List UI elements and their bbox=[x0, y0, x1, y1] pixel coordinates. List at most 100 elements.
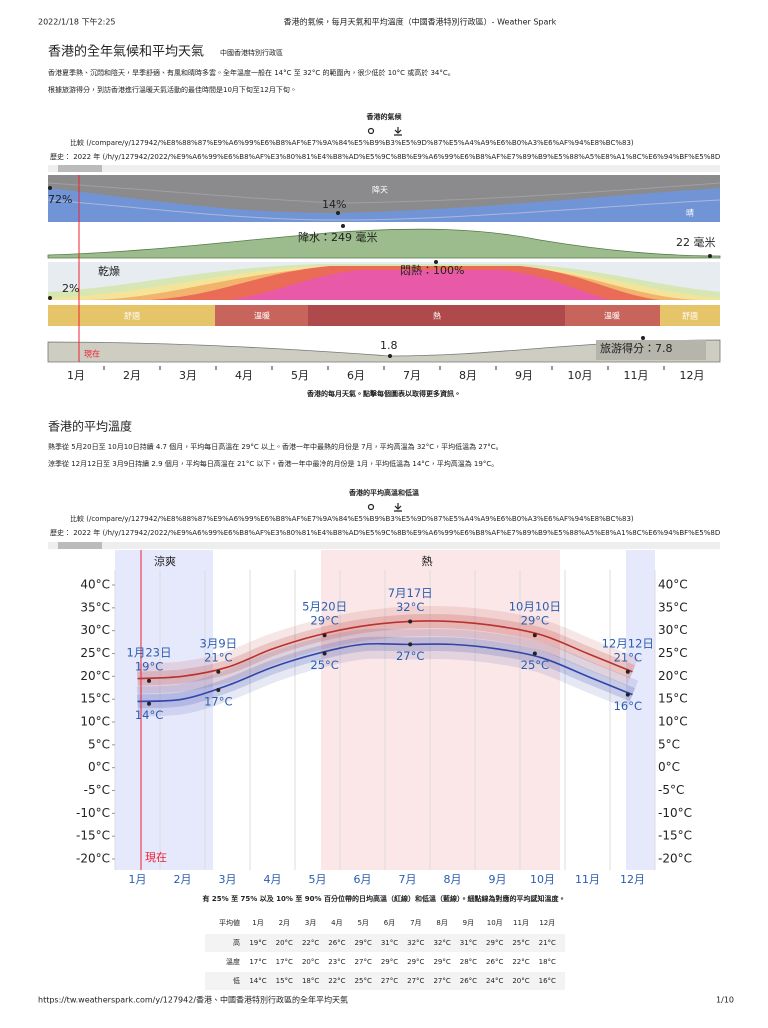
annotation-label: 17°C bbox=[204, 695, 232, 709]
month-label: 9月 bbox=[515, 369, 533, 382]
chart-caption: 香港的每月天氣。點擊每個圖表以取得更多資訊。 bbox=[307, 389, 461, 398]
table-cell: 27°C bbox=[381, 977, 398, 985]
month-label: 1月 bbox=[129, 873, 147, 886]
table-row-bg bbox=[205, 934, 565, 952]
scrollbar[interactable] bbox=[48, 542, 720, 549]
footer-url: https://tw.weatherspark.com/y/127942/香港、… bbox=[38, 995, 348, 1005]
table-header: 1月 bbox=[252, 919, 263, 927]
table-cell: 27°C bbox=[355, 958, 372, 966]
y-tick-label: 40°C bbox=[658, 578, 688, 592]
dot bbox=[388, 354, 392, 358]
month-label: 5月 bbox=[291, 369, 309, 382]
table-cell: 19°C bbox=[249, 939, 266, 947]
annotation-label: 19°C bbox=[135, 659, 163, 673]
annotation-dot bbox=[532, 633, 537, 638]
table-row-bg bbox=[205, 972, 565, 990]
cloud-label: 14% bbox=[322, 198, 346, 211]
table-cell: 15°C bbox=[276, 977, 293, 985]
print-date: 2022/1/18 下午2:25 bbox=[38, 17, 116, 27]
table-cell: 27°C bbox=[407, 977, 424, 985]
y-tick-label: 5°C bbox=[88, 737, 110, 751]
table-cell: 28°C bbox=[460, 958, 477, 966]
chart-icons[interactable] bbox=[367, 127, 403, 136]
y-tick-label: 40°C bbox=[80, 578, 110, 592]
annotation-dot bbox=[532, 651, 537, 656]
table-cell: 29°C bbox=[433, 958, 450, 966]
chart-caption: 有 25% 至 75% 以及 10% 至 90% 百分位帶的日均高溫（紅線）和低… bbox=[202, 894, 565, 903]
chart-title: 香港的氣候 bbox=[367, 112, 402, 121]
dot bbox=[336, 211, 340, 215]
table-header: 8月 bbox=[436, 919, 447, 927]
table-header: 3月 bbox=[305, 919, 316, 927]
dot bbox=[641, 336, 645, 340]
comfort-band bbox=[565, 305, 660, 326]
table-cell: 22°C bbox=[302, 939, 319, 947]
dot bbox=[48, 296, 52, 300]
table-cell: 23°C bbox=[328, 958, 345, 966]
annotation-label: 27°C bbox=[396, 649, 424, 663]
table-header: 10月 bbox=[487, 919, 503, 927]
dot bbox=[341, 224, 345, 228]
month-label: 10月 bbox=[530, 873, 555, 886]
chart-icons[interactable] bbox=[367, 503, 403, 512]
comfort-label: 舒適 bbox=[682, 311, 698, 321]
dot bbox=[48, 186, 52, 190]
table-cell: 17°C bbox=[276, 958, 293, 966]
month-label: 3月 bbox=[219, 873, 237, 886]
scrollbar[interactable] bbox=[48, 165, 720, 172]
scroll-thumb[interactable] bbox=[58, 542, 102, 549]
cool-season bbox=[626, 550, 655, 870]
y-tick-label: 35°C bbox=[80, 600, 110, 614]
cool-season bbox=[115, 550, 213, 870]
month-label: 7月 bbox=[403, 369, 421, 382]
month-label: 4月 bbox=[235, 369, 253, 382]
month-label: 11月 bbox=[624, 369, 649, 382]
temperature-chart: 涼爽 熱 1月 2月 3月 4月 5月 6月 7月 8月 9月 10月 11月 12月 -20°C -20… bbox=[76, 550, 692, 886]
table-cell: 25°C bbox=[355, 977, 372, 985]
y-tick-label: -5°C bbox=[658, 783, 684, 797]
y-tick-label: -20°C bbox=[658, 852, 692, 866]
annotation-dot bbox=[147, 701, 152, 706]
annotation-label: 21°C bbox=[614, 650, 642, 664]
table-cell: 溫度 bbox=[226, 957, 240, 966]
annotation-date: 10月10日 bbox=[509, 600, 561, 614]
table-cell: 低 bbox=[233, 976, 240, 985]
month-label: 11月 bbox=[575, 873, 600, 886]
annotation-label: 32°C bbox=[396, 600, 424, 614]
month-label: 10月 bbox=[568, 369, 593, 382]
humidity-label: 2% bbox=[62, 282, 79, 295]
compare-link[interactable]: 比較 (/compare/y/127942/%E8%88%87%E9%A6%99… bbox=[70, 138, 634, 147]
y-tick-label: -10°C bbox=[658, 806, 692, 820]
humidity-label: 乾燥 bbox=[98, 265, 120, 278]
annotation-label: 25°C bbox=[310, 658, 338, 672]
annotation-dot bbox=[322, 651, 327, 656]
table-cell: 18°C bbox=[539, 958, 556, 966]
annotation-dot bbox=[625, 692, 630, 697]
table-cell: 26°C bbox=[486, 958, 503, 966]
annotation-dot bbox=[408, 619, 413, 624]
table-cell: 29°C bbox=[407, 958, 424, 966]
annotation-label: 16°C bbox=[614, 699, 642, 713]
now-label: 現在 bbox=[145, 851, 167, 864]
table-cell: 32°C bbox=[433, 939, 450, 947]
compare-link[interactable]: 比較 (/compare/y/127942/%E8%88%87%E9%A6%99… bbox=[70, 514, 634, 523]
table-header: 7月 bbox=[410, 919, 421, 927]
paragraph: 根據旅游得分，到訪香港進行溫暖天氣活動的最佳時間是10月下旬至12月下旬。 bbox=[48, 85, 297, 94]
annotation-label: 29°C bbox=[521, 614, 549, 628]
annotation-label: 14°C bbox=[135, 708, 163, 722]
month-label: 7月 bbox=[399, 873, 417, 886]
scroll-thumb[interactable] bbox=[58, 165, 102, 172]
annotation-dot bbox=[147, 678, 152, 683]
month-label: 2月 bbox=[174, 873, 192, 886]
tourism-label: 旅游得分：7.8 bbox=[600, 341, 673, 355]
annotation-date: 1月23日 bbox=[127, 645, 172, 659]
table-header: 2月 bbox=[279, 919, 290, 927]
y-tick-label: -15°C bbox=[658, 829, 692, 843]
y-tick-label: -15°C bbox=[76, 829, 110, 843]
table-header: 6月 bbox=[384, 919, 395, 927]
history-link[interactable]: 歷史： 2022 年 (/h/y/127942/2022/%E9%A6%99%E… bbox=[50, 528, 736, 537]
history-link[interactable]: 歷史： 2022 年 (/h/y/127942/2022/%E9%A6%99%E… bbox=[50, 152, 736, 161]
table-cell: 25°C bbox=[512, 939, 529, 947]
